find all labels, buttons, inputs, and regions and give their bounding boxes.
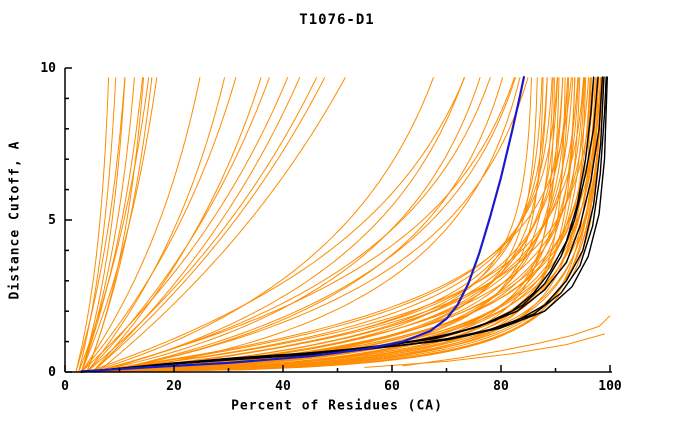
x-tick-label: 100 <box>598 379 622 394</box>
x-tick-label: 80 <box>493 379 509 394</box>
y-tick-label: 5 <box>48 213 56 228</box>
x-tick-label: 20 <box>166 379 182 394</box>
x-tick-label: 40 <box>275 379 291 394</box>
chart-title: T1076-D1 <box>299 12 375 28</box>
y-tick-label: 10 <box>40 61 56 76</box>
x-tick-label: 0 <box>61 379 69 394</box>
x-axis-label: Percent of Residues (CA) <box>231 398 443 414</box>
y-tick-label: 0 <box>48 365 56 380</box>
x-tick-label: 60 <box>384 379 400 394</box>
